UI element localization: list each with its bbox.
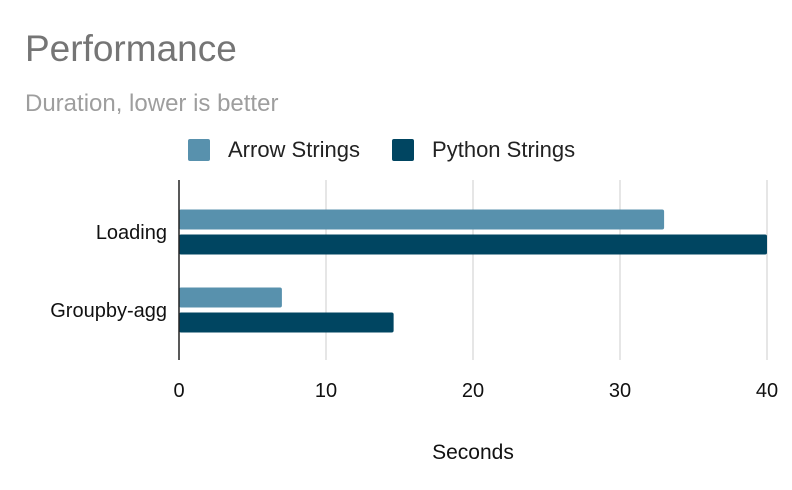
legend-item-arrow-strings: Arrow Strings (188, 137, 360, 163)
legend-swatch-python-strings (392, 139, 415, 161)
y-category-label-loading: Loading (96, 222, 167, 244)
bar-groupby-agg-python-strings (179, 312, 394, 333)
bar-loading-arrow-strings (179, 209, 665, 230)
y-category-label-groupby-agg: Groupby-agg (50, 300, 167, 322)
bar-loading-python-strings (179, 234, 767, 255)
chart-title: Performance (25, 28, 237, 69)
x-tick-label-30: 30 (609, 380, 631, 402)
x-axis-title: Seconds (432, 441, 514, 464)
chart-subtitle: Duration, lower is better (25, 90, 279, 117)
x-tick-label-0: 0 (173, 380, 184, 402)
x-tick-label-40: 40 (756, 380, 778, 402)
legend-label-arrow-strings: Arrow Strings (228, 137, 361, 162)
x-tick-label-20: 20 (462, 380, 484, 402)
legend-label-python-strings: Python Strings (432, 137, 576, 162)
x-tick-label-10: 10 (315, 380, 337, 402)
legend-swatch-arrow-strings (188, 139, 210, 161)
legend-item-python-strings: Python Strings (392, 137, 575, 163)
bar-groupby-agg-arrow-strings (179, 287, 282, 308)
legend: Arrow Strings Python Strings (188, 136, 607, 164)
